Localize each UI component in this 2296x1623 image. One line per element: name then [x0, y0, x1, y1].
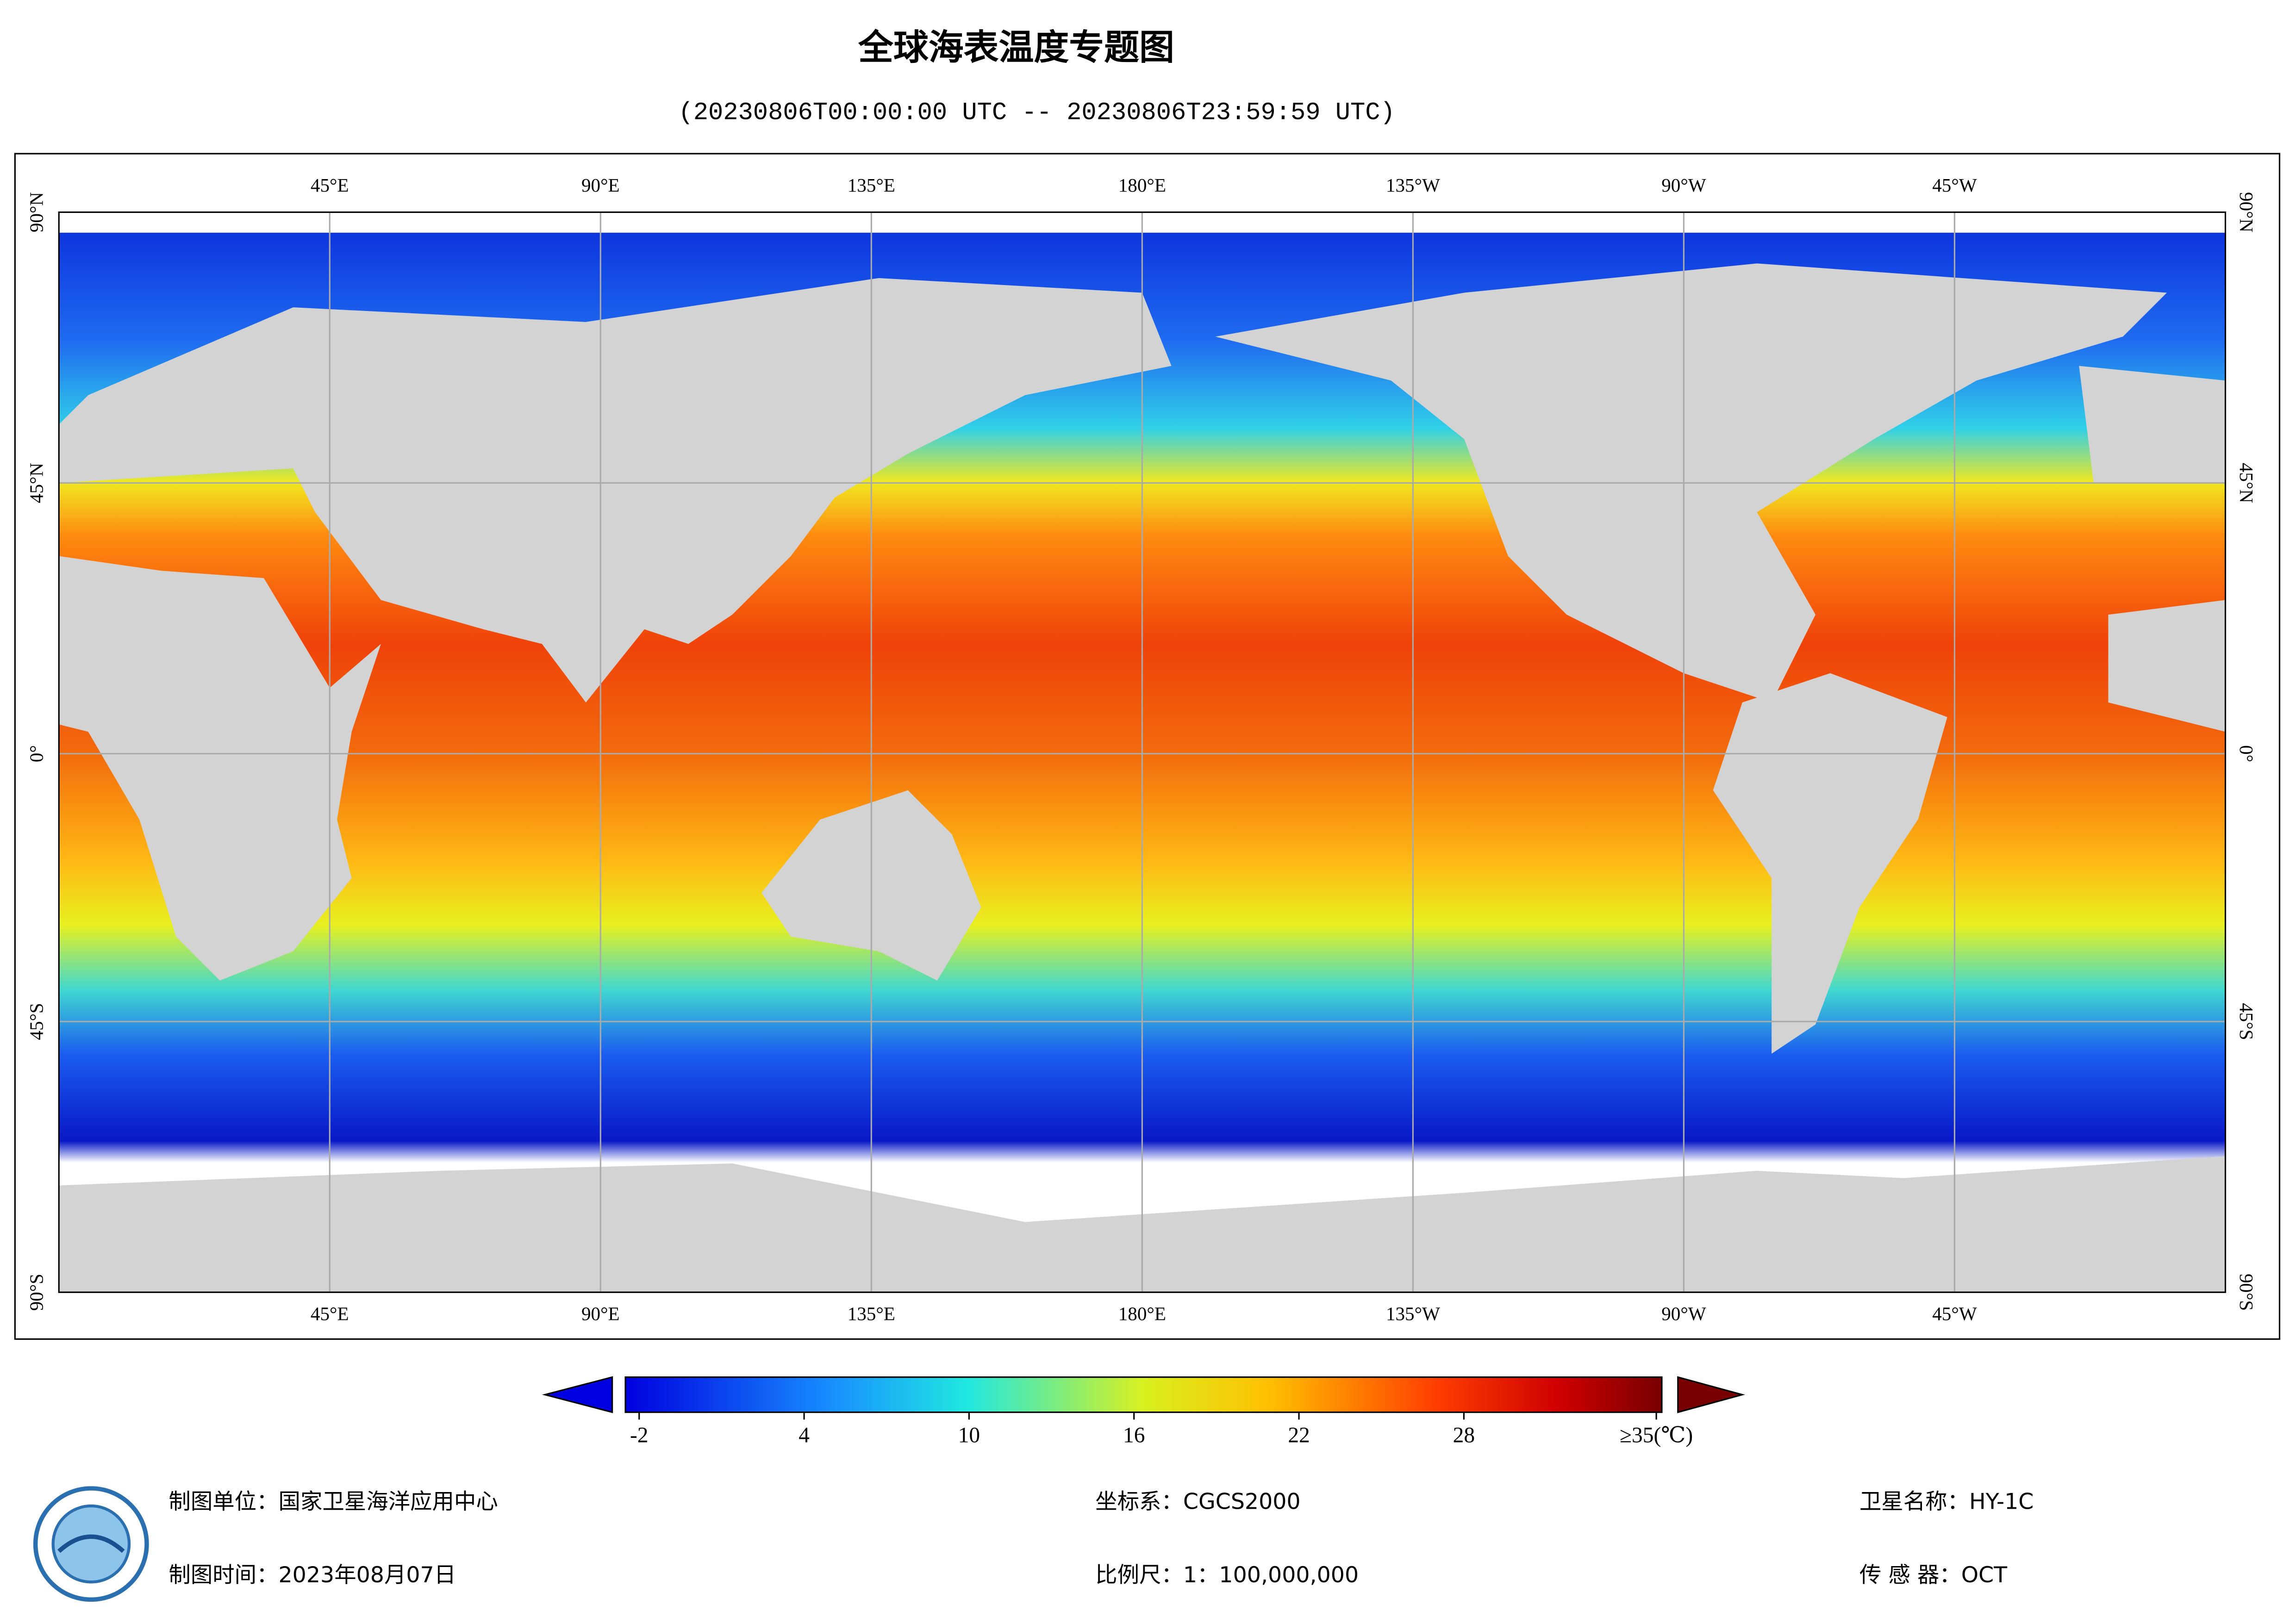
- coordinate-system: 坐标系：CGCS2000: [1095, 1489, 1300, 1515]
- lat-label: 0°: [2236, 745, 2257, 762]
- mapping-unit: 制图单位：国家卫星海洋应用中心: [168, 1489, 498, 1515]
- lon-label: 135°W: [1386, 174, 1440, 196]
- lat-label: 0°: [25, 745, 47, 762]
- lat-label: 90°N: [2236, 192, 2257, 232]
- mapping-date: 制图时间：2023年08月07日: [168, 1562, 456, 1588]
- colorbar-tick-label: 22: [1288, 1423, 1310, 1447]
- lon-label: 45°E: [311, 174, 349, 196]
- lon-label: 135°W: [1386, 1303, 1440, 1324]
- lon-label: 180°E: [1118, 1303, 1166, 1324]
- colorbar-tick-label: -2: [630, 1423, 649, 1447]
- colorbar: -2 4 10 16 22 28 ≥35(℃): [542, 1376, 1745, 1447]
- colorbar-low-arrow: [542, 1376, 613, 1413]
- colorbar-tick-label: 10: [958, 1423, 980, 1447]
- axis-labels: 45°E 45°E 90°E 90°E 135°E 135°E 180°E 180°E 135°…: [25, 174, 2257, 1324]
- lon-label: 45°W: [1932, 174, 1977, 196]
- lon-label: 45°W: [1932, 1303, 1977, 1324]
- colorbar-tick-label: 4: [799, 1423, 810, 1447]
- lat-label: 90°S: [2236, 1274, 2257, 1311]
- map-scale: 比例尺：1：100,000,000: [1095, 1562, 1359, 1588]
- map-border: [58, 211, 2227, 1293]
- colorbar-high-arrow: [1677, 1376, 1745, 1413]
- colorbar-bar: [624, 1376, 1663, 1413]
- lon-label: 135°E: [848, 1303, 895, 1324]
- lon-label: 90°W: [1661, 174, 1706, 196]
- graticule: [59, 212, 2226, 1293]
- colorbar-tick-label: 16: [1123, 1423, 1145, 1447]
- lon-label: 135°E: [848, 174, 895, 196]
- title: 全球海表温度专题图: [858, 27, 1174, 68]
- colorbar-tick-label: 28: [1453, 1423, 1475, 1447]
- map-frame: [14, 153, 2281, 1340]
- lon-label: 90°W: [1661, 1303, 1706, 1324]
- lat-label: 90°N: [25, 192, 47, 232]
- sensor-name: 传 感 器：OCT: [1859, 1562, 2008, 1588]
- subtitle: (20230806T00:00:00 UTC -- 20230806T23:59…: [679, 99, 1395, 127]
- map-body: [59, 212, 2226, 1293]
- logo: [33, 1486, 149, 1602]
- colorbar-tick-label: ≥35(℃): [1620, 1423, 1693, 1447]
- lon-label: 90°E: [581, 1303, 620, 1324]
- lat-label: 45°S: [2236, 1003, 2257, 1040]
- lat-label: 45°N: [25, 463, 47, 503]
- lon-label: 180°E: [1118, 174, 1166, 196]
- satellite-name: 卫星名称：HY-1C: [1859, 1489, 2034, 1515]
- lon-label: 90°E: [581, 174, 620, 196]
- lat-label: 90°S: [25, 1274, 47, 1311]
- lat-label: 45°N: [2236, 463, 2257, 503]
- lat-label: 45°S: [25, 1003, 47, 1040]
- lon-label: 45°E: [311, 1303, 349, 1324]
